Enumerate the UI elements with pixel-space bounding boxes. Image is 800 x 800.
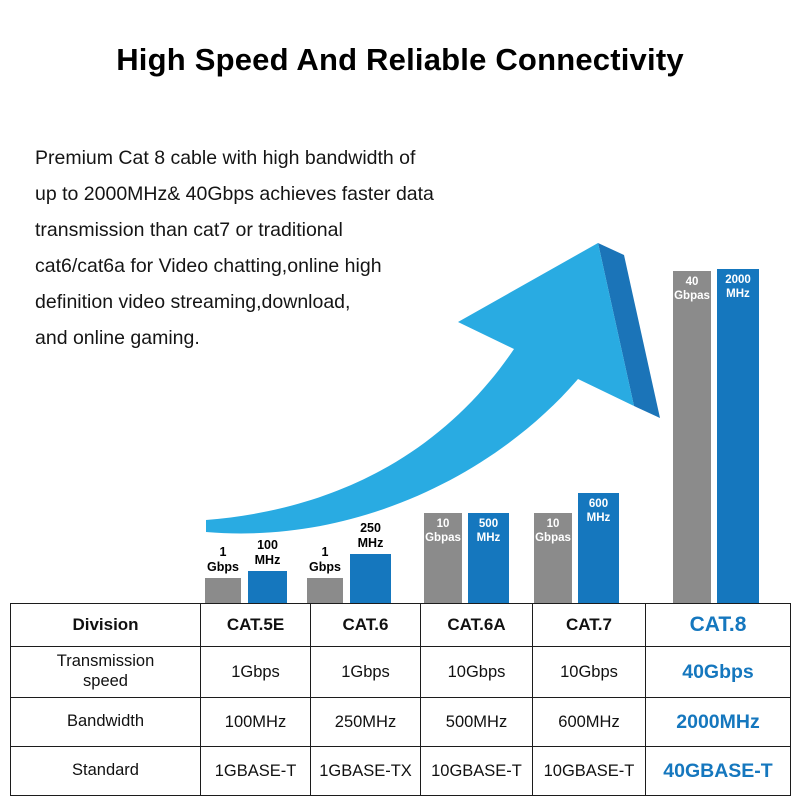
bar-value-label: 40 Gbpas: [674, 276, 710, 302]
cell-cat6a-standard: 10GBASE-T: [420, 746, 533, 796]
bar-cat7-bandwidth: 600 MHz: [578, 493, 619, 603]
cell-cat6-standard: 1GBASE-TX: [310, 746, 421, 796]
cell-cat6a-speed: 10Gbps: [420, 646, 533, 698]
bar-cat6a-speed: 10 Gbpas: [424, 513, 462, 603]
cell-cat5e-bandwidth: 100MHz: [200, 697, 311, 747]
bar-cat6-bandwidth: 250 MHz: [350, 521, 391, 603]
bar-value-label: 2000 MHz: [725, 274, 751, 300]
cell-cat6a-bandwidth: 500MHz: [420, 697, 533, 747]
page-title: High Speed And Reliable Connectivity: [116, 42, 684, 77]
comparison-table-wrap: Division CAT.5E CAT.6 CAT.6A CAT.7 CAT.8…: [10, 603, 791, 796]
bar-value-label: 10 Gbpas: [535, 518, 571, 544]
bar-value-label: 1 Gbps: [309, 545, 341, 574]
row-label-standard: Standard: [10, 746, 201, 796]
bar-cat8-speed: 40 Gbpas: [673, 271, 711, 603]
bar-cat6a-bandwidth: 500 MHz: [468, 513, 509, 603]
row-bandwidth: Bandwidth 100MHz 250MHz 500MHz 600MHz 20…: [10, 697, 791, 747]
header-cat6a: CAT.6A: [420, 603, 533, 647]
bar-value-label: 10 Gbpas: [425, 518, 461, 544]
cell-cat6-bandwidth: 250MHz: [310, 697, 421, 747]
header-cat8: CAT.8: [645, 603, 791, 647]
row-label-bandwidth: Bandwidth: [10, 697, 201, 747]
table-header-row: Division CAT.5E CAT.6 CAT.6A CAT.7 CAT.8: [10, 603, 791, 647]
cell-cat7-standard: 10GBASE-T: [532, 746, 646, 796]
bar-value-label: 1 Gbps: [207, 545, 239, 574]
bar-cat7-speed: 10 Gbpas: [534, 513, 572, 603]
cell-cat5e-standard: 1GBASE-T: [200, 746, 311, 796]
bar-value-label: 600 MHz: [586, 498, 611, 524]
header-division: Division: [10, 603, 201, 647]
header-cat7: CAT.7: [532, 603, 646, 647]
cell-cat8-speed: 40Gbps: [645, 646, 791, 698]
row-transmission-speed: Transmission speed 1Gbps 1Gbps 10Gbps 10…: [10, 646, 791, 698]
cell-cat7-bandwidth: 600MHz: [532, 697, 646, 747]
cell-cat8-bandwidth: 2000MHz: [645, 697, 791, 747]
cell-cat8-standard: 40GBASE-T: [645, 746, 791, 796]
cell-cat5e-speed: 1Gbps: [200, 646, 311, 698]
header-cat5e: CAT.5E: [200, 603, 311, 647]
bar-value-label: 100 MHz: [254, 538, 281, 567]
header-cat6: CAT.6: [310, 603, 421, 647]
bar-cat6-speed: 1 Gbps: [307, 545, 343, 603]
bar-cat5e-bandwidth: 100 MHz: [248, 538, 287, 603]
row-standard: Standard 1GBASE-T 1GBASE-TX 10GBASE-T 10…: [10, 746, 791, 796]
bar-value-label: 250 MHz: [357, 521, 384, 550]
bar-cat8-bandwidth: 2000 MHz: [717, 269, 759, 603]
bar-value-label: 500 MHz: [476, 518, 501, 544]
cell-cat6-speed: 1Gbps: [310, 646, 421, 698]
bar-cat5e-speed: 1 Gbps: [205, 545, 241, 603]
cell-cat7-speed: 10Gbps: [532, 646, 646, 698]
comparison-table: Division CAT.5E CAT.6 CAT.6A CAT.7 CAT.8…: [10, 603, 791, 796]
row-label-transmission-speed: Transmission speed: [10, 646, 201, 698]
